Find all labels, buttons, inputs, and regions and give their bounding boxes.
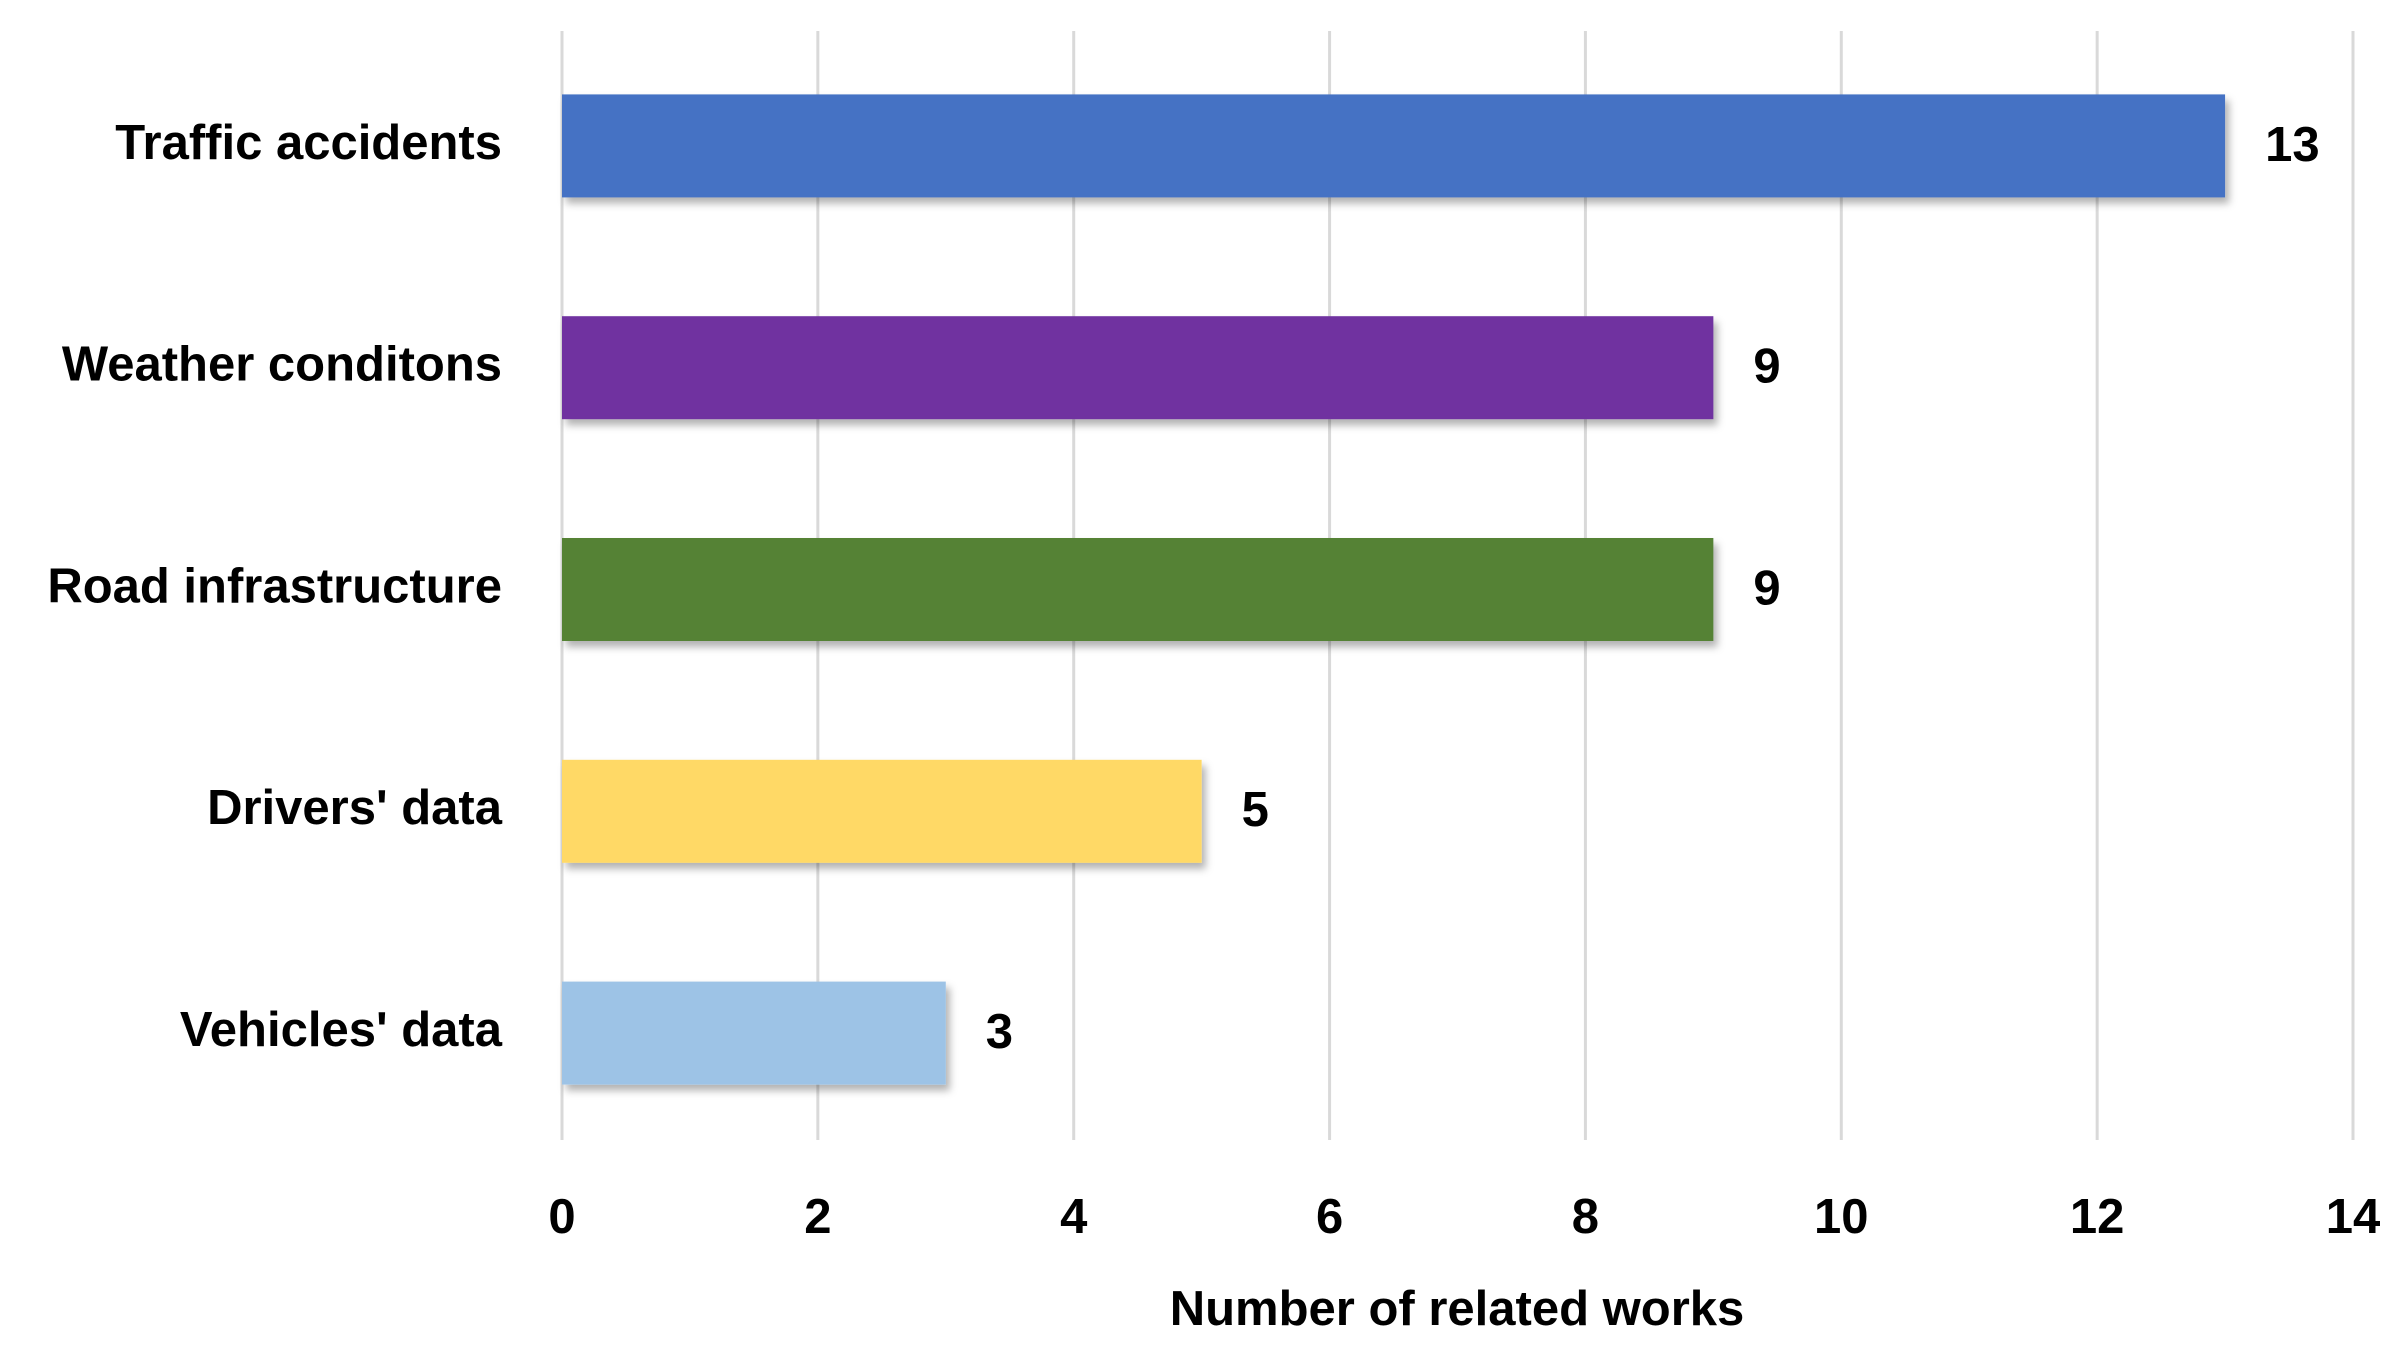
bar [562, 759, 1202, 863]
x-tick-label: 14 [2326, 1190, 2381, 1244]
y-tick-label: Traffic accidents [115, 116, 502, 170]
value-label: 9 [1753, 340, 1780, 394]
x-tick-label: 2 [804, 1190, 831, 1244]
x-tick-label: 8 [1572, 1190, 1599, 1244]
x-tick-label: 6 [1316, 1190, 1343, 1244]
x-tick-label: 10 [1814, 1190, 1869, 1244]
value-label: 9 [1753, 561, 1780, 615]
x-tick-label: 12 [2070, 1190, 2125, 1244]
bar [562, 94, 2226, 198]
y-tick-label: Vehicles' data [180, 1003, 503, 1057]
x-axis-label: Number of related works [1170, 1282, 1745, 1336]
x-tick-label: 0 [548, 1190, 575, 1244]
value-label: 13 [2265, 118, 2320, 172]
y-tick-label: Road infrastructure [47, 559, 502, 613]
value-label: 3 [986, 1005, 1013, 1059]
bar [562, 981, 946, 1085]
x-tick-label: 4 [1060, 1190, 1087, 1244]
y-tick-label: Weather conditons [62, 338, 502, 392]
bar [562, 538, 1714, 641]
y-tick-label: Drivers' data [207, 781, 503, 835]
value-label: 5 [1242, 783, 1269, 837]
bar [562, 316, 1714, 420]
